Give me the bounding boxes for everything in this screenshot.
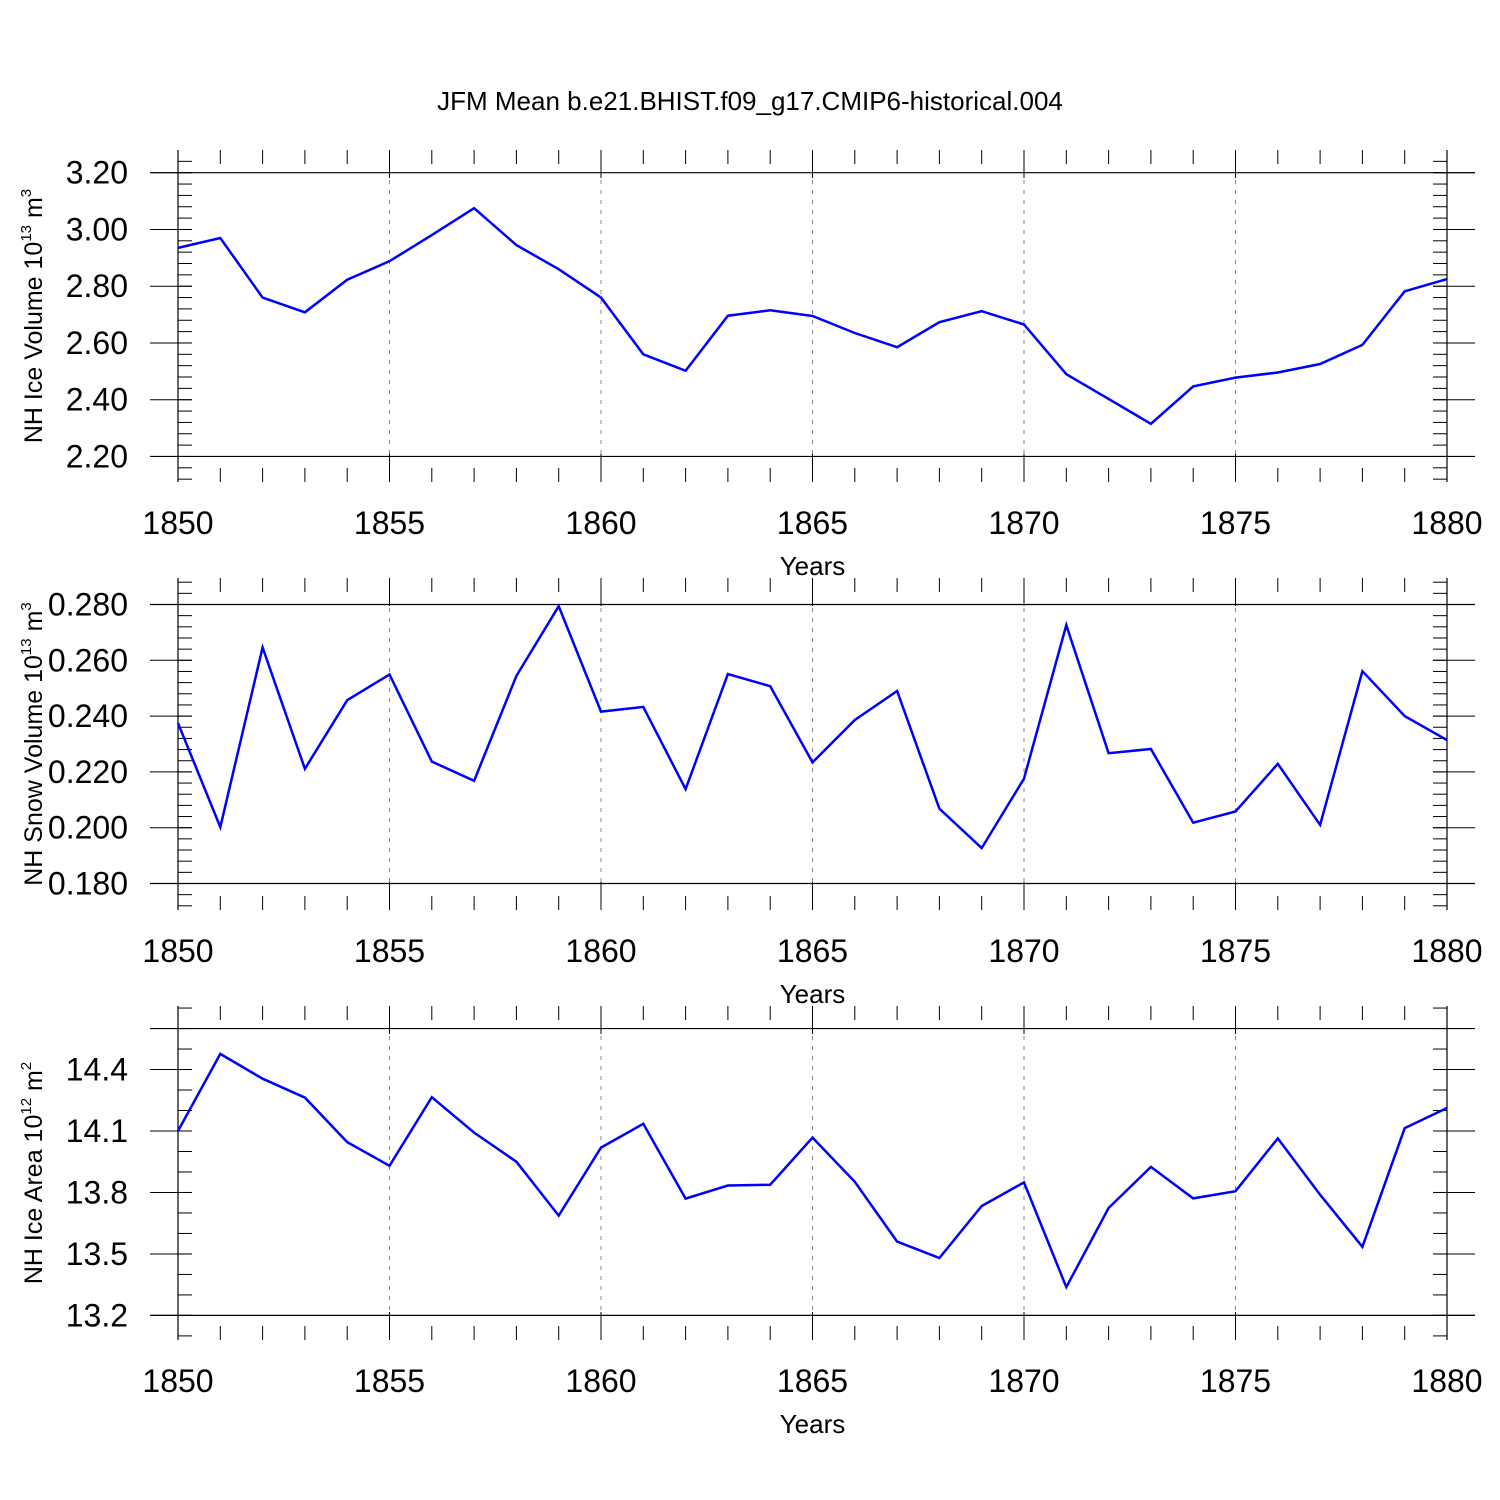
x-tick-label: 1850 <box>142 1363 213 1399</box>
y-tick-label: 3.00 <box>66 211 128 247</box>
y-axis-title-exponent: 12 <box>18 1098 35 1115</box>
y-tick-label: 13.5 <box>66 1236 128 1272</box>
x-tick-label: 1855 <box>354 505 425 541</box>
x-tick-label: 1880 <box>1411 505 1482 541</box>
x-tick-label: 1860 <box>565 505 636 541</box>
y-axis-title-unit-exponent: 3 <box>18 602 35 610</box>
figure-title: JFM Mean b.e21.BHIST.f09_g17.CMIP6-histo… <box>437 86 1063 116</box>
panel-ice-area: 13.2 13.5 13.8 14.1 14.4 1850 1855 1860 1865 1870… <box>18 1006 1483 1439</box>
panel-snow-volume: 0.180 0.200 0.220 0.240 0.260 0.280 1850 1855 18… <box>18 578 1483 1009</box>
y-tick-label: 14.1 <box>66 1113 128 1149</box>
x-tick-label: 1870 <box>988 1363 1059 1399</box>
y-tick-label: 0.220 <box>48 754 128 790</box>
y-axis-title-unit-exponent: 3 <box>18 189 35 197</box>
y-axis-title-exponent: 13 <box>18 225 35 242</box>
y-tick-label: 2.40 <box>66 382 128 418</box>
x-tick-label: 1875 <box>1200 505 1271 541</box>
y-tick-label: 13.2 <box>66 1297 128 1333</box>
x-tick-label: 1865 <box>777 505 848 541</box>
x-tick-label: 1865 <box>777 1363 848 1399</box>
x-axis-title: Years <box>780 1409 846 1439</box>
x-tick-label: 1855 <box>354 1363 425 1399</box>
y-tick-label: 3.20 <box>66 155 128 191</box>
x-axis-title: Years <box>780 551 846 581</box>
x-tick-label: 1880 <box>1411 1363 1482 1399</box>
panel-ice-volume: 2.20 2.40 2.60 2.80 3.00 3.20 1850 1855 1860 1865… <box>18 150 1483 581</box>
x-tick-label: 1860 <box>565 933 636 969</box>
x-axis-title: Years <box>780 979 846 1009</box>
y-axis-title-unit: m <box>20 197 48 225</box>
x-tick-label: 1875 <box>1200 933 1271 969</box>
panels: 2.20 2.40 2.60 2.80 3.00 3.20 1850 1855 1860 1865… <box>18 150 1483 1439</box>
y-axis-title-unit: m <box>20 611 48 639</box>
y-axis-title-exponent: 13 <box>18 638 35 655</box>
x-tick-label: 1875 <box>1200 1363 1271 1399</box>
series-line-ice-volume <box>177 206 1448 426</box>
x-tick-label: 1855 <box>354 933 425 969</box>
y-tick-label: 0.180 <box>48 865 128 901</box>
y-axis-title-base: NH Snow Volume 10 <box>20 655 48 886</box>
y-tick-label: 0.240 <box>48 698 128 734</box>
series-line-ice-area <box>176 1052 1448 1291</box>
x-tick-label: 1850 <box>142 933 213 969</box>
y-tick-label: 2.60 <box>66 325 128 361</box>
series-line-snow-volume <box>176 603 1448 851</box>
y-tick-label: 14.4 <box>66 1052 128 1088</box>
y-axis-title: NH Ice Volume 1013 m3 <box>18 189 48 443</box>
y-tick-label: 0.280 <box>48 587 128 623</box>
x-tick-label: 1880 <box>1411 933 1482 969</box>
y-axis-title: NH Snow Volume 1013 m3 <box>18 602 48 886</box>
y-axis-title-unit: m <box>20 1070 48 1098</box>
x-tick-label: 1870 <box>988 505 1059 541</box>
x-tick-label: 1850 <box>142 505 213 541</box>
y-tick-label: 0.260 <box>48 642 128 678</box>
x-tick-label: 1870 <box>988 933 1059 969</box>
x-tick-label: 1865 <box>777 933 848 969</box>
y-axis-title-base: NH Ice Volume 10 <box>20 242 48 444</box>
x-tick-label: 1860 <box>565 1363 636 1399</box>
y-tick-label: 2.20 <box>66 438 128 474</box>
y-axis-title-unit-exponent: 2 <box>18 1062 35 1070</box>
y-tick-label: 0.200 <box>48 810 128 846</box>
y-tick-label: 2.80 <box>66 268 128 304</box>
y-tick-label: 13.8 <box>66 1174 128 1210</box>
y-axis-title: NH Ice Area 1012 m2 <box>18 1062 48 1284</box>
y-axis-title-base: NH Ice Area 10 <box>20 1115 48 1285</box>
